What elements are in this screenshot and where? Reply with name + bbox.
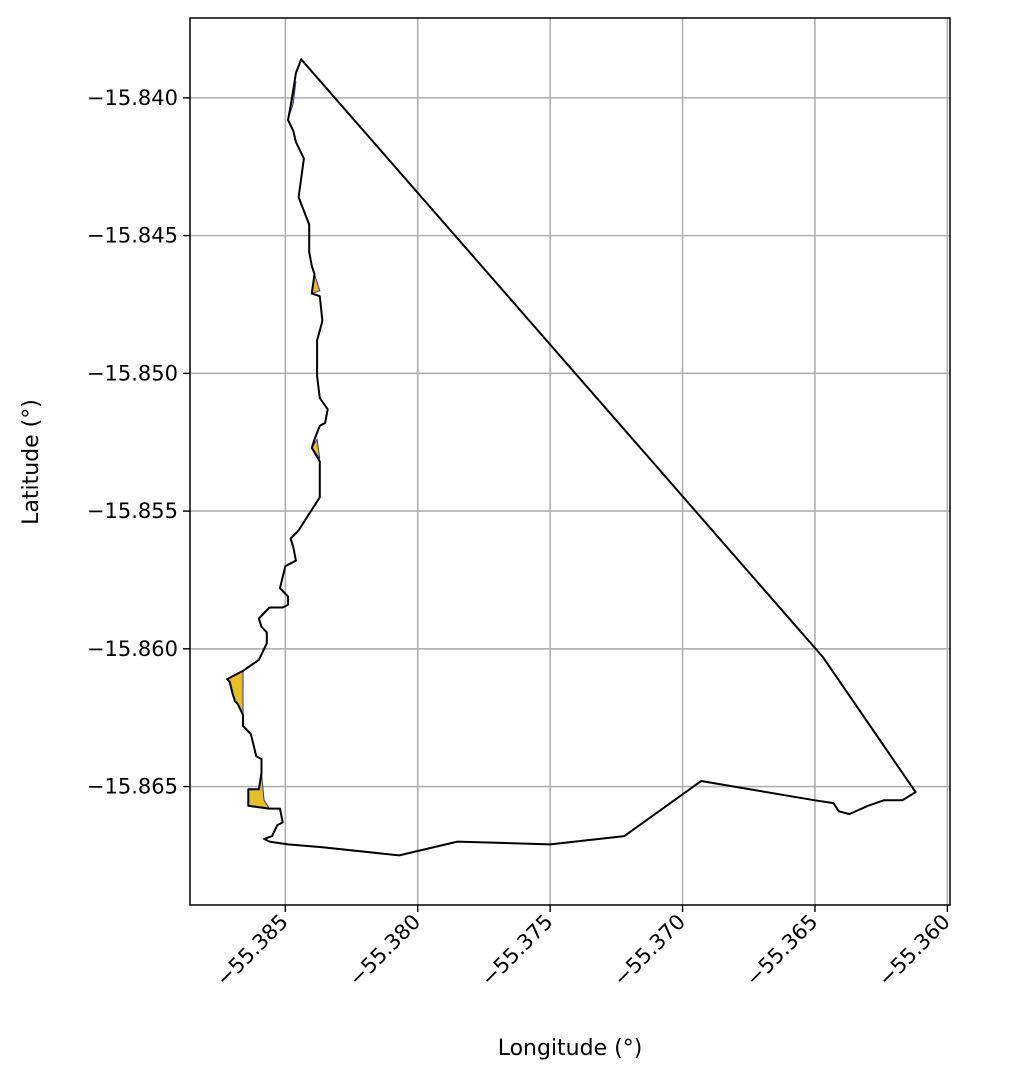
boundary-outline: [226, 58, 917, 857]
x-axis-label: Longitude (°): [498, 1036, 643, 1061]
y-tick-label: −15.860: [87, 637, 178, 661]
y-tick-label: −15.865: [87, 775, 178, 799]
y-axis-label: Latitude (°): [19, 399, 44, 525]
plot-area: [226, 58, 917, 857]
grid: [190, 18, 950, 905]
y-tick-label: −15.845: [87, 224, 178, 248]
y-tick-label: −15.850: [87, 361, 178, 385]
y-tick-label: −15.855: [87, 499, 178, 523]
axes-frame: [189, 17, 951, 906]
y-tick-label: −15.840: [87, 86, 178, 110]
